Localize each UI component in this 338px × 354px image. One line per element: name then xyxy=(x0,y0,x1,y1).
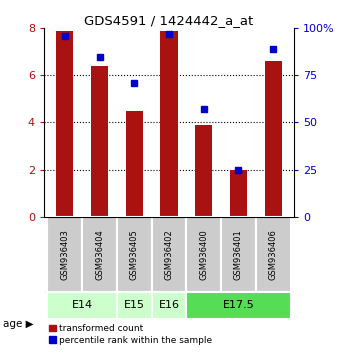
Text: GSM936402: GSM936402 xyxy=(165,229,173,280)
Bar xyxy=(47,292,117,319)
Text: GSM936403: GSM936403 xyxy=(60,229,69,280)
Bar xyxy=(152,217,186,292)
Bar xyxy=(47,217,82,292)
Text: GSM936404: GSM936404 xyxy=(95,229,104,280)
Bar xyxy=(230,170,247,217)
Bar xyxy=(186,292,291,319)
Bar xyxy=(186,217,221,292)
Bar xyxy=(265,61,282,217)
Text: GSM936405: GSM936405 xyxy=(130,229,139,280)
Bar xyxy=(117,292,152,319)
Text: E16: E16 xyxy=(159,301,179,310)
Text: GSM936400: GSM936400 xyxy=(199,229,208,280)
Text: E15: E15 xyxy=(124,301,145,310)
Text: GSM936401: GSM936401 xyxy=(234,229,243,280)
Bar xyxy=(117,217,152,292)
Legend: transformed count, percentile rank within the sample: transformed count, percentile rank withi… xyxy=(48,324,213,346)
Title: GDS4591 / 1424442_a_at: GDS4591 / 1424442_a_at xyxy=(84,14,254,27)
Bar xyxy=(256,217,291,292)
Text: E17.5: E17.5 xyxy=(223,301,255,310)
Bar xyxy=(221,217,256,292)
Text: age ▶: age ▶ xyxy=(3,319,34,329)
Bar xyxy=(91,66,108,217)
Bar xyxy=(82,217,117,292)
Bar xyxy=(126,111,143,217)
Bar xyxy=(152,292,186,319)
Bar xyxy=(56,31,73,217)
Bar xyxy=(195,125,212,217)
Text: GSM936406: GSM936406 xyxy=(269,229,278,280)
Bar xyxy=(160,31,178,217)
Text: E14: E14 xyxy=(72,301,93,310)
